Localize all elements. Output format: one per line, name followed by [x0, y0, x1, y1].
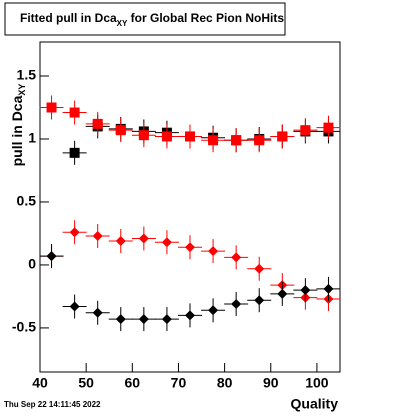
marker [138, 130, 149, 141]
marker [231, 135, 242, 146]
y-tick-label: 1.5 [17, 67, 37, 83]
marker [115, 314, 126, 325]
title-sub: XY [117, 19, 128, 28]
title-rest: for Global Rec Pion NoHits [127, 11, 284, 25]
y-tick-label: -0.5 [12, 319, 36, 335]
marker [323, 122, 334, 133]
x-tick-label: 50 [78, 375, 94, 391]
title: Fitted pull in DcaXY for Global Rec Pion… [20, 11, 284, 28]
marker [161, 314, 172, 325]
marker [138, 314, 149, 325]
x-label: Quality [291, 396, 339, 412]
marker [92, 307, 103, 318]
marker [161, 131, 172, 142]
marker [231, 252, 242, 263]
y-tick-label: 0 [28, 256, 36, 272]
marker [69, 107, 80, 118]
marker [92, 118, 103, 129]
marker [69, 301, 80, 312]
marker [161, 237, 172, 248]
marker [254, 135, 265, 146]
marker [300, 285, 311, 296]
x-tick-label: 90 [263, 375, 279, 391]
marker [208, 135, 219, 146]
x-tick-label: 70 [171, 375, 187, 391]
marker [92, 230, 103, 241]
marker [69, 147, 80, 158]
marker [300, 125, 311, 136]
y-label-main: pull in Dca [9, 95, 25, 166]
marker [208, 305, 219, 316]
marker [185, 131, 195, 142]
x-tick-label: 100 [305, 375, 329, 391]
x-tick-label: 80 [217, 375, 233, 391]
marker [138, 233, 149, 244]
y-label-sub: XY [17, 84, 27, 96]
title-box [4, 2, 286, 36]
marker [208, 246, 219, 257]
marker [46, 102, 57, 113]
marker [115, 125, 126, 136]
x-tick-label: 40 [32, 375, 48, 391]
marker [231, 298, 242, 309]
marker [115, 236, 126, 247]
marker [46, 251, 57, 262]
marker [277, 131, 288, 142]
marker [185, 310, 195, 321]
marker [254, 295, 265, 306]
frame [39, 41, 341, 373]
footer: Thu Sep 22 14:11:45 2022 [4, 400, 101, 409]
y-label: pull in DcaXY [9, 84, 28, 167]
y-tick-label: 0.5 [17, 193, 37, 209]
x-tick-label: 60 [125, 375, 141, 391]
title-main: Fitted pull in Dca [20, 11, 117, 25]
y-tick-label: 1 [28, 130, 36, 146]
marker [277, 288, 288, 299]
marker [323, 283, 334, 294]
marker [185, 242, 195, 253]
marker [69, 227, 80, 238]
marker [254, 263, 265, 274]
